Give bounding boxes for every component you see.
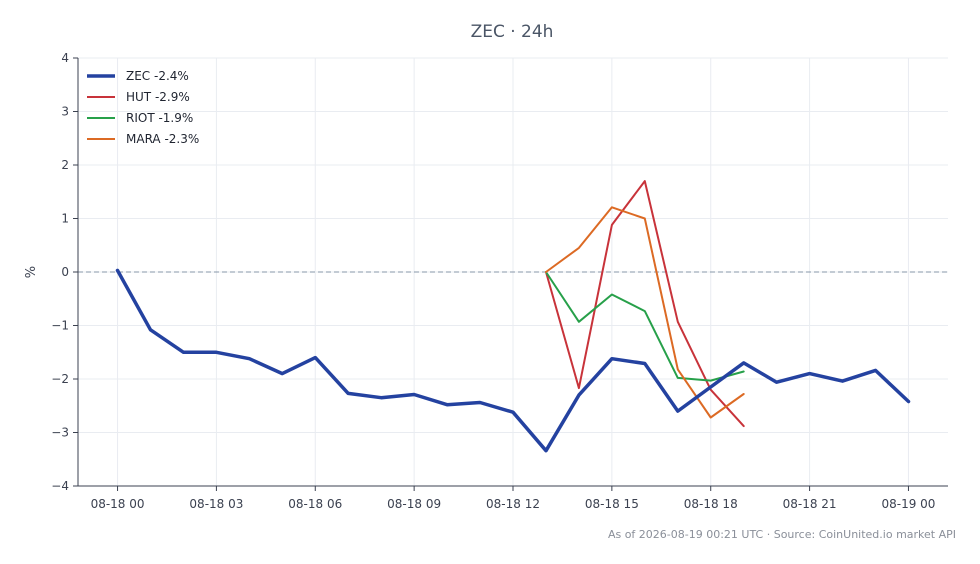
y-tick-label: −3 [51,426,69,440]
series-lines [115,180,911,453]
x-tick-label: 08-18 09 [387,497,441,511]
legend-label: RIOT -1.9% [126,111,193,125]
x-tick-label: 08-18 03 [189,497,243,511]
x-tick-label: 08-18 18 [684,497,738,511]
y-tick-label: 3 [61,105,69,119]
chart-title: ZEC · 24h [471,22,554,42]
y-tick-label: 2 [61,158,69,172]
legend-item-riot[interactable]: RIOT -1.9% [87,111,193,125]
y-tick-label: 1 [61,212,69,226]
series-line-hut [545,180,745,428]
series-line-riot [545,271,745,382]
y-tick-label: −4 [51,479,69,493]
legend-item-zec[interactable]: ZEC -2.4% [87,69,189,83]
series-line-zec [115,268,911,453]
x-tick-label: 08-18 21 [783,497,837,511]
y-tick-label: 0 [61,265,69,279]
legend-item-mara[interactable]: MARA -2.3% [87,132,199,146]
x-tick-label: 08-18 12 [486,497,540,511]
y-axis-ticks: −4 −3 −2 −1 0 1 2 3 4 [51,51,78,493]
x-tick-label: 08-19 00 [881,497,935,511]
y-tick-label: −1 [51,319,69,333]
legend[interactable]: ZEC -2.4% HUT -2.9% RIOT -1.9% MARA -2.3% [87,69,199,146]
footer-note: As of 2026-08-19 00:21 UTC · Source: Coi… [608,528,956,541]
x-tick-label: 08-18 00 [91,497,145,511]
x-tick-label: 08-18 15 [585,497,639,511]
y-axis-label: % [24,266,39,278]
x-axis-ticks: 08-18 00 08-18 03 08-18 06 08-18 09 08-18 12… [91,486,935,511]
y-tick-label: 4 [61,51,69,65]
y-tick-label: −2 [51,372,69,386]
series-line-mara [545,206,745,419]
legend-label: MARA -2.3% [126,132,199,146]
legend-item-hut[interactable]: HUT -2.9% [87,90,190,104]
legend-label: ZEC -2.4% [126,69,189,83]
x-tick-label: 08-18 06 [288,497,342,511]
legend-label: HUT -2.9% [126,90,190,104]
